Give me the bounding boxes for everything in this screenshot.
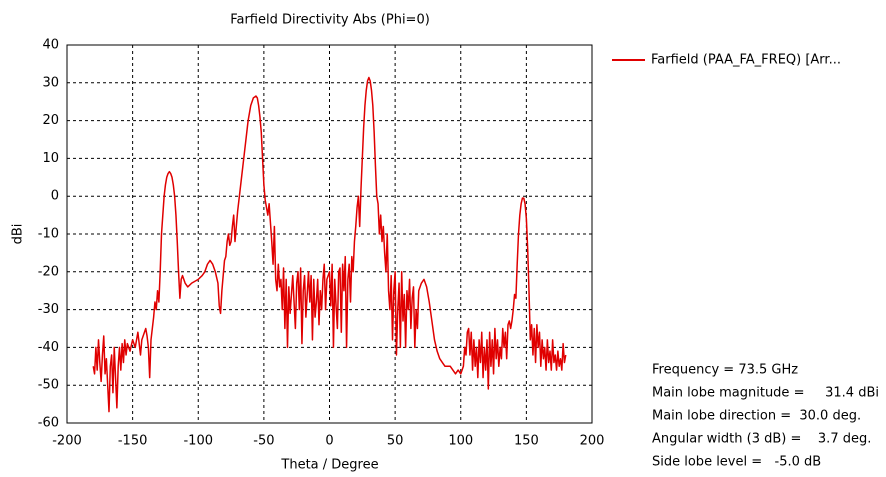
x-tick-label: 150 — [514, 434, 539, 449]
annotation: Side lobe level = -5.0 dB — [652, 455, 821, 470]
x-tick-label: 200 — [580, 434, 605, 449]
y-tick-label: -30 — [38, 302, 59, 317]
annotation: Main lobe magnitude = 31.4 dBi — [652, 386, 879, 401]
y-tick-label: -40 — [38, 340, 59, 355]
y-tick-label: -20 — [38, 264, 59, 279]
y-tick-label: 30 — [42, 75, 59, 90]
x-tick-label: -200 — [52, 434, 82, 449]
y-tick-label: -60 — [38, 416, 59, 431]
y-tick-label: 20 — [42, 113, 59, 128]
annotation: Main lobe direction = 30.0 deg. — [652, 409, 861, 424]
y-tick-label: -10 — [38, 227, 59, 242]
x-tick-label: 100 — [448, 434, 473, 449]
y-tick-label: 40 — [42, 38, 59, 53]
annotation: Frequency = 73.5 GHz — [652, 363, 798, 378]
x-tick-label: -50 — [253, 434, 274, 449]
x-axis-label: Theta / Degree — [280, 458, 378, 473]
data-line — [92, 76, 567, 413]
y-tick-label: 10 — [42, 151, 59, 166]
x-tick-label: 0 — [325, 434, 333, 449]
chart-title: Farfield Directivity Abs (Phi=0) — [230, 13, 430, 28]
plot-frame — [66, 44, 593, 424]
x-tick-label: -100 — [183, 434, 213, 449]
x-tick-label: 50 — [387, 434, 404, 449]
annotation: Angular width (3 dB) = 3.7 deg. — [652, 432, 871, 447]
y-tick-label: -50 — [38, 378, 59, 393]
y-axis-label: dBi — [11, 224, 26, 245]
x-tick-label: -150 — [118, 434, 148, 449]
y-tick-label: 0 — [51, 189, 59, 204]
legend-label: Farfield (PAA_FA_FREQ) [Arr... — [651, 53, 841, 68]
